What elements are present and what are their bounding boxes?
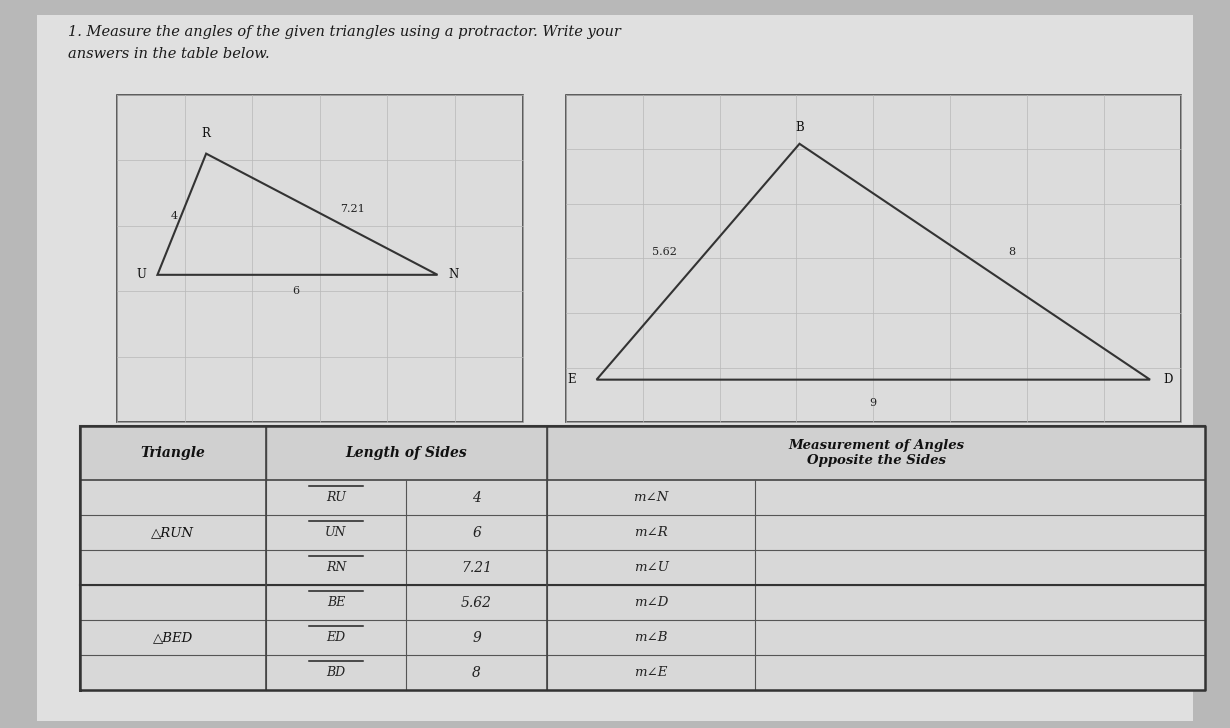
Text: E: E: [567, 373, 577, 386]
Text: m∠U: m∠U: [633, 561, 669, 574]
Text: Measurement of Angles
Opposite the Sides: Measurement of Angles Opposite the Sides: [788, 439, 964, 467]
Text: RN: RN: [326, 561, 346, 574]
Text: 4: 4: [472, 491, 481, 505]
Text: BE: BE: [327, 596, 346, 609]
FancyBboxPatch shape: [80, 620, 1205, 655]
Text: 8: 8: [472, 665, 481, 680]
Text: 8: 8: [1009, 247, 1016, 257]
Text: m∠R: m∠R: [635, 526, 668, 539]
Text: m∠E: m∠E: [635, 666, 668, 679]
FancyBboxPatch shape: [80, 585, 1205, 620]
Text: UN: UN: [325, 526, 347, 539]
Text: 1. Measure the angles of the given triangles using a protractor. Write your: 1. Measure the angles of the given trian…: [68, 25, 620, 39]
FancyBboxPatch shape: [80, 655, 1205, 690]
FancyBboxPatch shape: [80, 550, 1205, 585]
FancyBboxPatch shape: [80, 426, 1205, 690]
FancyBboxPatch shape: [80, 426, 1205, 480]
FancyBboxPatch shape: [80, 480, 1205, 515]
FancyBboxPatch shape: [566, 95, 1181, 422]
Text: 4: 4: [171, 211, 178, 221]
Text: Length of Sides: Length of Sides: [346, 446, 467, 460]
Text: N: N: [449, 269, 459, 281]
Text: BD: BD: [326, 666, 346, 679]
Text: 6: 6: [292, 286, 299, 296]
Text: 7.21: 7.21: [339, 205, 365, 214]
Text: Triangle: Triangle: [140, 446, 205, 460]
Text: 6: 6: [472, 526, 481, 540]
Text: 7.21: 7.21: [461, 561, 492, 575]
Text: m∠N: m∠N: [633, 491, 669, 505]
Text: RU: RU: [326, 491, 346, 505]
Text: D: D: [1164, 373, 1173, 386]
Text: ED: ED: [326, 631, 346, 644]
Text: m∠D: m∠D: [633, 596, 668, 609]
FancyBboxPatch shape: [37, 15, 1193, 721]
Text: m∠B: m∠B: [635, 631, 668, 644]
Text: B: B: [795, 121, 804, 134]
FancyBboxPatch shape: [117, 95, 523, 422]
Text: 9: 9: [870, 397, 877, 408]
Text: 5.62: 5.62: [652, 247, 676, 257]
Text: △RUN: △RUN: [151, 526, 194, 539]
FancyBboxPatch shape: [80, 515, 1205, 550]
Text: R: R: [202, 127, 210, 141]
Text: △BED: △BED: [153, 631, 193, 644]
Text: 5.62: 5.62: [461, 596, 492, 610]
Text: U: U: [137, 269, 146, 281]
Text: 9: 9: [472, 630, 481, 645]
Text: answers in the table below.: answers in the table below.: [68, 47, 269, 61]
